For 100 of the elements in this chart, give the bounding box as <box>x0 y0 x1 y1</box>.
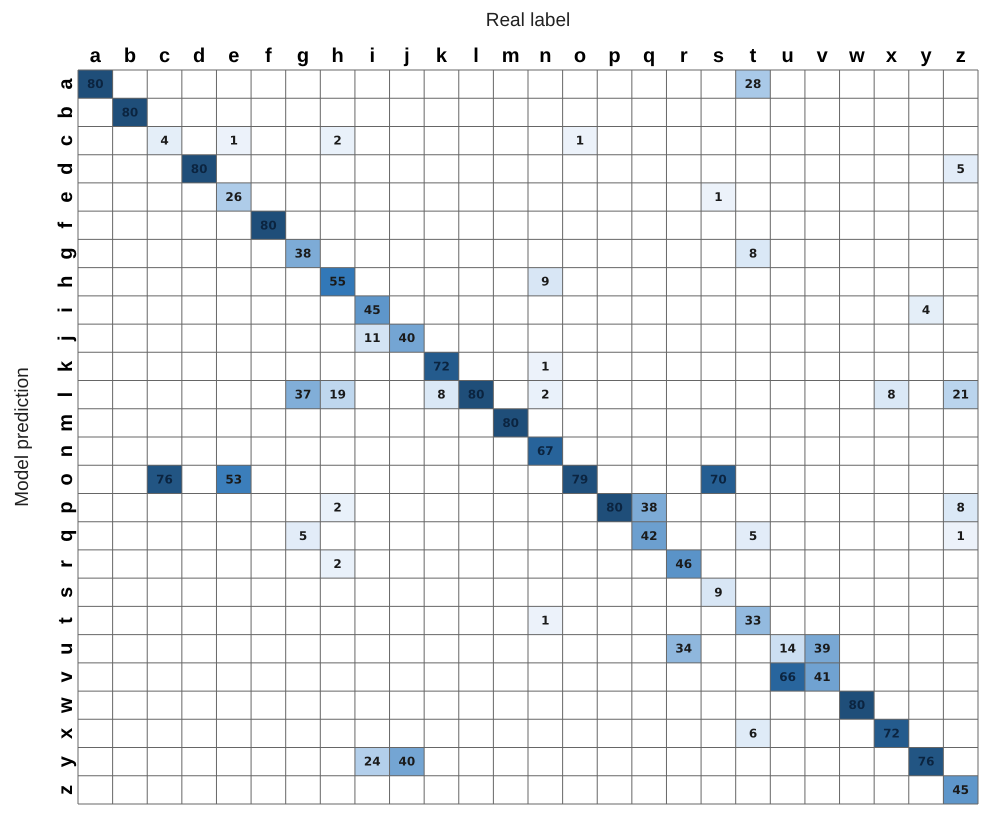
data-label: 72 <box>433 359 450 374</box>
y-tick-label: d <box>55 162 77 175</box>
x-tick-label: h <box>332 45 344 67</box>
data-label: 8 <box>887 388 896 402</box>
data-label: 1 <box>541 614 550 628</box>
y-tick-label: m <box>55 414 77 432</box>
data-label: 67 <box>536 444 554 458</box>
data-label: 38 <box>640 500 658 515</box>
y-tick-label: z <box>55 784 77 795</box>
y-tick-label: t <box>55 616 77 624</box>
data-label: 2 <box>541 388 550 402</box>
data-label: 4 <box>160 134 169 148</box>
data-label: 80 <box>502 416 520 430</box>
data-label: 66 <box>779 670 796 684</box>
data-label: 2 <box>333 557 342 572</box>
data-label: 79 <box>572 472 588 486</box>
data-label: 1 <box>230 134 238 148</box>
data-label: 28 <box>744 77 762 92</box>
x-tick-label: w <box>848 45 866 67</box>
x-tick-label: f <box>265 45 272 67</box>
data-label: 80 <box>190 162 208 176</box>
data-label: 8 <box>748 246 758 260</box>
x-tick-label: v <box>816 45 829 67</box>
x-tick-label: b <box>124 45 136 67</box>
data-label: 76 <box>156 472 173 486</box>
data-label: 80 <box>86 77 104 92</box>
data-label: 70 <box>710 472 727 486</box>
x-tick-label: r <box>680 45 688 67</box>
y-tick-label: h <box>55 276 77 288</box>
data-label: 33 <box>744 614 762 628</box>
data-label: 21 <box>952 388 970 402</box>
y-tick-label: p <box>55 501 77 514</box>
data-label: 55 <box>329 274 346 289</box>
y-tick-label: f <box>55 222 77 229</box>
data-label: 1 <box>714 190 723 204</box>
data-label: 26 <box>225 190 242 204</box>
x-tick-label: m <box>502 45 520 67</box>
y-tick-label: a <box>55 78 77 90</box>
x-tick-label: c <box>158 45 170 67</box>
x-tick-label: l <box>473 45 479 67</box>
data-label: 80 <box>848 698 866 712</box>
data-label: 14 <box>779 642 796 656</box>
y-tick-label: v <box>55 670 77 683</box>
data-label: 80 <box>122 105 138 120</box>
y-tick-label: x <box>55 728 77 739</box>
x-tick-label: k <box>436 45 448 67</box>
data-label: 11 <box>364 331 381 346</box>
data-label: 80 <box>260 218 277 232</box>
data-label: 1 <box>956 528 965 543</box>
x-tick-label: t <box>750 45 757 67</box>
data-label: 41 <box>814 670 831 684</box>
data-label: 76 <box>918 754 934 769</box>
x-tick-label: u <box>782 45 794 67</box>
data-label: 40 <box>398 331 416 346</box>
data-label: 24 <box>364 754 381 769</box>
data-label: 5 <box>956 162 965 176</box>
data-label: 9 <box>714 585 723 600</box>
x-tick-label: q <box>643 45 656 67</box>
data-label: 34 <box>675 642 692 656</box>
x-tick-label: n <box>539 45 552 67</box>
data-label: 38 <box>294 246 312 260</box>
y-tick-label: s <box>55 586 77 598</box>
y-tick-label: q <box>55 530 77 542</box>
data-label: 19 <box>329 388 346 402</box>
x-tick-label: z <box>956 45 966 67</box>
x-tick-label: j <box>403 45 410 67</box>
data-label: 2 <box>333 134 342 148</box>
data-label: 1 <box>576 134 584 148</box>
x-tick-label: p <box>608 45 621 67</box>
data-label: 45 <box>952 782 970 797</box>
y-axis-title: Model prediction <box>12 367 33 507</box>
data-label: 8 <box>437 388 446 402</box>
y-tick-label: r <box>55 560 77 568</box>
data-label: 2 <box>333 500 342 515</box>
y-tick-label: g <box>55 247 77 260</box>
x-tick-label: i <box>369 45 376 67</box>
x-tick-label: y <box>920 45 933 67</box>
y-tick-label: y <box>55 755 77 768</box>
data-label: 39 <box>814 642 831 656</box>
data-label: 80 <box>606 500 623 515</box>
data-label: 5 <box>748 528 758 543</box>
data-label: 1 <box>541 359 550 374</box>
data-label: 8 <box>956 500 965 515</box>
data-label: 72 <box>883 726 900 740</box>
x-axis-title: Real label <box>486 10 570 31</box>
data-label: 37 <box>294 388 312 402</box>
data-label: 4 <box>922 302 930 317</box>
data-label: 45 <box>364 302 381 317</box>
data-label: 6 <box>748 726 758 740</box>
y-tick-label: j <box>55 335 77 342</box>
y-tick-label: u <box>55 642 77 655</box>
x-tick-label: e <box>228 45 240 67</box>
y-tick-label: n <box>55 445 77 458</box>
data-label: 42 <box>640 528 658 543</box>
data-label: 53 <box>225 472 242 486</box>
y-tick-label: c <box>55 135 77 146</box>
y-tick-label: l <box>55 392 77 398</box>
x-tick-label: s <box>712 45 724 67</box>
data-label: 5 <box>298 528 308 543</box>
y-tick-label: k <box>55 360 77 372</box>
